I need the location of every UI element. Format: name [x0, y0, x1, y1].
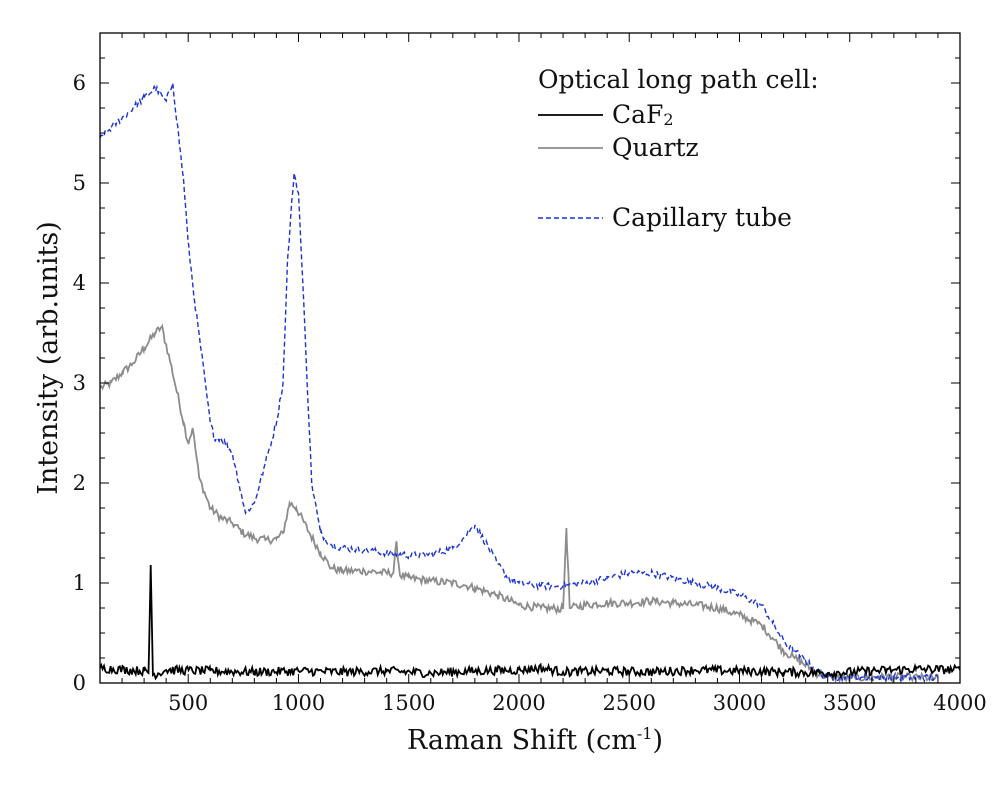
labels-layer: 500 1000 1500 2000 2500 3000 3500 4000 0 1 2 3 4 5 6 Ra… — [33, 71, 987, 756]
x-tick-label: 2000 — [492, 691, 545, 715]
axes-layer — [99, 32, 961, 684]
legend-label-quartz: Quartz — [612, 133, 699, 162]
plot-frame — [99, 32, 961, 684]
x-tick-label: 1000 — [272, 691, 325, 715]
series-line-caf — [100, 564, 960, 681]
y-tick-label: 0 — [73, 671, 86, 695]
series-layer — [100, 82, 960, 683]
x-tick-label: 3500 — [823, 691, 876, 715]
y-axis-title: Intensity (arb.units) — [33, 221, 64, 495]
x-tick-label: 3000 — [713, 691, 766, 715]
legend-label-capillary-tube: Capillary tube — [612, 203, 792, 232]
legend-label-caf: CaF2 — [612, 100, 674, 129]
x-tick-label: 500 — [168, 691, 208, 715]
series-line-quartz — [100, 323, 939, 683]
legend: Optical long path cell: CaF2 Quartz Capilla… — [538, 65, 819, 232]
x-tick-label: 4000 — [933, 691, 986, 715]
y-tick-label: 4 — [73, 271, 86, 295]
y-tick-label: 5 — [73, 171, 86, 195]
y-tick-label: 3 — [73, 371, 86, 395]
y-tick-label: 2 — [73, 471, 86, 495]
series-line-capillary-tube — [100, 82, 939, 683]
y-tick-label: 1 — [73, 571, 86, 595]
y-tick-label: 6 — [73, 71, 86, 95]
legend-title: Optical long path cell: — [538, 65, 819, 94]
x-axis-title: Raman Shift (cm-1) — [407, 724, 663, 756]
x-tick-label: 2500 — [603, 691, 656, 715]
x-tick-label: 1500 — [382, 691, 435, 715]
